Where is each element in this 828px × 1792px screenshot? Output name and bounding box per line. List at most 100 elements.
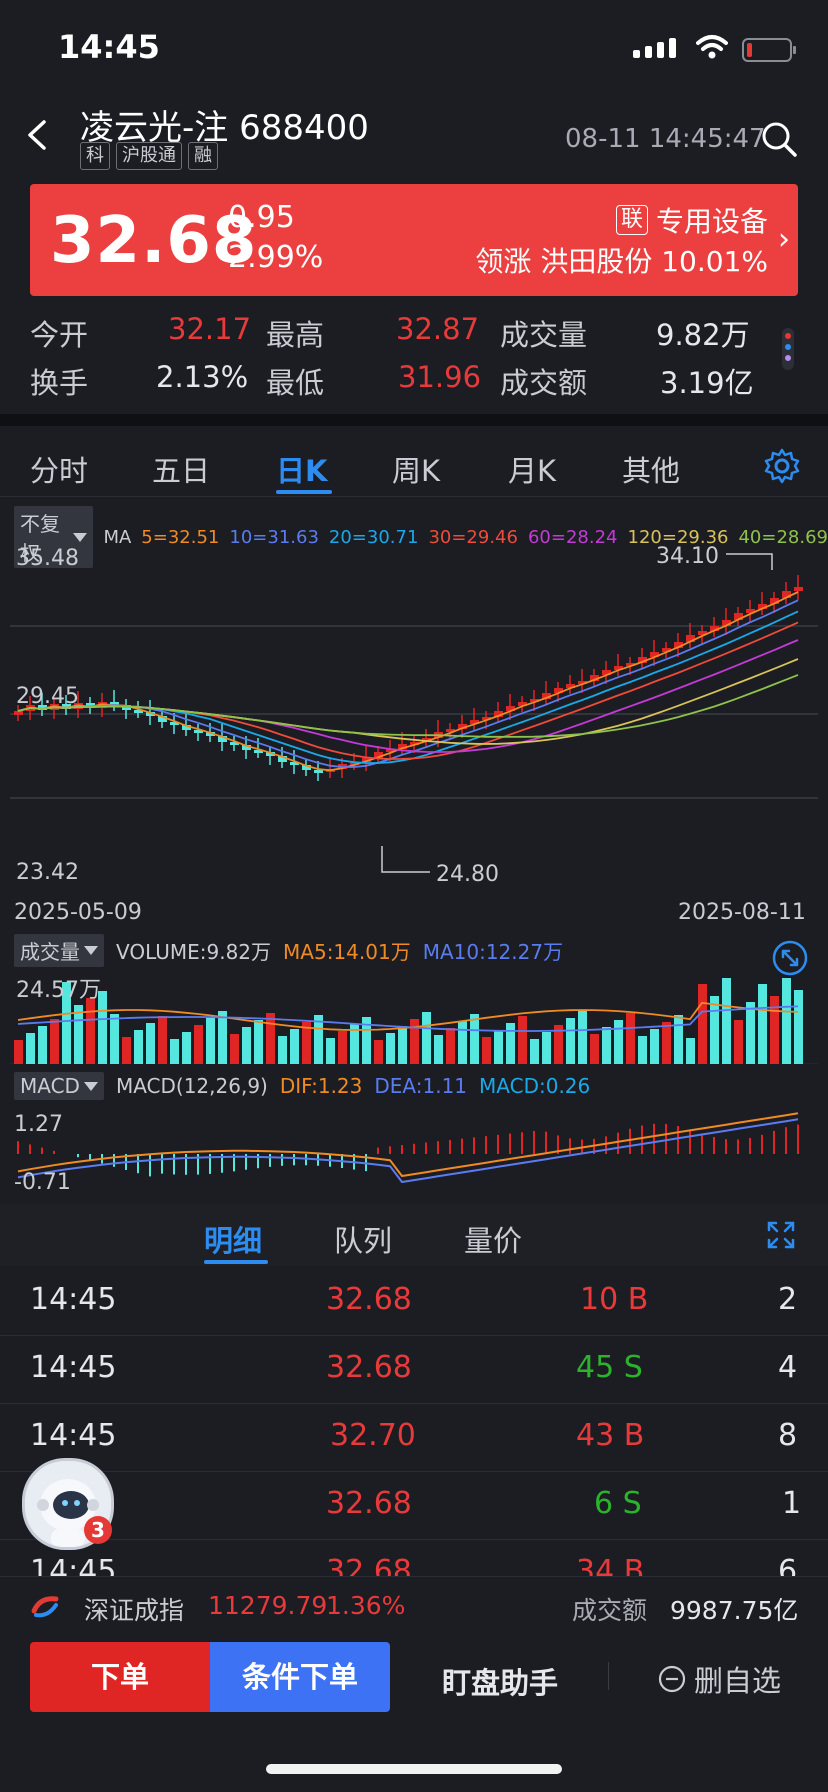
tick-row: 32.68 6 S 1 bbox=[0, 1472, 828, 1540]
watch-assistant-button[interactable]: 盯盘助手 bbox=[442, 1666, 559, 1700]
kline-min-label: 24.80 bbox=[436, 862, 499, 887]
conditional-order-button[interactable]: 条件下单 bbox=[210, 1642, 390, 1712]
tick-time: 14:45 bbox=[30, 1282, 117, 1317]
tab-weekly-k[interactable]: 周K bbox=[392, 454, 441, 488]
candle bbox=[398, 744, 407, 749]
candle bbox=[386, 749, 395, 752]
tick-count: 1 bbox=[782, 1486, 802, 1521]
moving-average-line bbox=[17, 591, 799, 772]
volume-bar bbox=[794, 990, 803, 1064]
candle bbox=[422, 738, 431, 742]
candle bbox=[182, 725, 191, 730]
tab-five-day[interactable]: 五日 bbox=[152, 454, 211, 488]
ma120-value: 120=29.36 bbox=[627, 526, 729, 548]
tab-monthly-k[interactable]: 月K bbox=[508, 454, 557, 488]
candle bbox=[554, 688, 563, 693]
leader-name: 洪田股份 bbox=[540, 245, 653, 278]
volume-bar bbox=[650, 1029, 659, 1064]
caret-down-icon bbox=[73, 532, 88, 542]
stock-title: 凌云光-注 688400 bbox=[80, 100, 369, 149]
candle bbox=[482, 717, 491, 720]
volume-bar bbox=[182, 1032, 191, 1064]
candle bbox=[38, 705, 47, 710]
sector-link[interactable]: 联 专用设备 bbox=[615, 200, 768, 240]
more-dots-icon[interactable] bbox=[782, 328, 794, 370]
volume-badge-label: 成交量 bbox=[20, 940, 80, 964]
tab-volume-price[interactable]: 量价 bbox=[464, 1224, 523, 1258]
macd-legend: MACD MACD(12,26,9) DIF:1.23 DEA:1.11 MAC… bbox=[14, 1072, 590, 1100]
candle bbox=[506, 706, 515, 711]
tab-detail[interactable]: 明细 bbox=[204, 1224, 263, 1258]
candle bbox=[410, 742, 419, 745]
macd-indicator-dropdown[interactable]: MACD bbox=[14, 1072, 104, 1100]
candle bbox=[470, 720, 479, 724]
candle bbox=[290, 762, 299, 765]
candle bbox=[314, 770, 323, 773]
macd-y-bottom: -0.71 bbox=[14, 1170, 71, 1195]
volume-bar bbox=[506, 1023, 515, 1064]
tab-other[interactable]: 其他 bbox=[622, 454, 681, 488]
macd-y-top: 1.27 bbox=[14, 1112, 63, 1137]
index-value: 11279.79 bbox=[208, 1591, 328, 1620]
volume-bar bbox=[338, 1031, 347, 1064]
macd-value: MACD:0.26 bbox=[479, 1074, 591, 1098]
ma-legend: 不复权 MA 5=32.51 10=31.63 20=30.71 30=29.4… bbox=[14, 506, 828, 568]
open-label: 今开 bbox=[30, 318, 89, 352]
candle bbox=[722, 620, 731, 626]
volume-bar bbox=[326, 1038, 335, 1064]
candle bbox=[518, 702, 527, 706]
candle bbox=[758, 604, 767, 609]
volume-bar bbox=[194, 1025, 203, 1064]
volume-bar bbox=[614, 1020, 623, 1064]
volume-bar bbox=[698, 984, 707, 1064]
tick-time: 14:45 bbox=[30, 1350, 117, 1385]
tag-margin: 融 bbox=[188, 142, 218, 170]
order-button[interactable]: 下单 bbox=[30, 1642, 210, 1712]
volume-bar bbox=[206, 1018, 215, 1064]
active-tab-indicator bbox=[276, 490, 332, 494]
min-marker-line bbox=[381, 846, 430, 873]
volume-value: 9.82万 bbox=[656, 318, 750, 352]
index-ticker[interactable]: 深证成指 11279.79 1.36% 成交额 9987.75亿 bbox=[0, 1576, 828, 1637]
open-value: 32.17 bbox=[168, 312, 252, 346]
tab-queue[interactable]: 队列 bbox=[334, 1224, 393, 1258]
volume-bar bbox=[590, 1034, 599, 1064]
tab-daily-k[interactable]: 日K bbox=[276, 454, 328, 488]
adjust-dropdown[interactable]: 不复权 bbox=[14, 506, 94, 568]
settings-gear-icon[interactable] bbox=[764, 448, 800, 484]
candle bbox=[62, 704, 71, 709]
macd-params: MACD(12,26,9) bbox=[115, 1074, 268, 1098]
kline-y-mid: 29.45 bbox=[16, 684, 79, 709]
volume-bar bbox=[422, 1012, 431, 1064]
tick-row: 14:45 32.68 10 B 2 bbox=[0, 1268, 828, 1336]
candlestick-chart[interactable] bbox=[10, 536, 818, 886]
search-icon[interactable] bbox=[760, 120, 798, 158]
tab-intraday[interactable]: 分时 bbox=[30, 454, 89, 488]
candle bbox=[170, 722, 179, 725]
expand-chart-icon[interactable] bbox=[772, 940, 808, 976]
volume-bar bbox=[686, 1038, 695, 1064]
remove-watchlist-button[interactable]: 删自选 bbox=[658, 1658, 781, 1700]
volume-bar bbox=[146, 1023, 155, 1064]
ma10-value: 10=31.63 bbox=[229, 526, 319, 548]
candle bbox=[794, 587, 803, 591]
tick-count: 4 bbox=[778, 1350, 798, 1385]
volume-bar bbox=[458, 1021, 467, 1064]
assistant-avatar[interactable] bbox=[22, 1458, 114, 1550]
candle bbox=[206, 732, 215, 736]
tick-volume: 45 S bbox=[576, 1350, 643, 1385]
volume-indicator-dropdown[interactable]: 成交量 bbox=[14, 934, 104, 967]
fullscreen-icon[interactable] bbox=[766, 1220, 796, 1250]
leader-pct: 10.01% bbox=[661, 245, 768, 278]
volume-bar bbox=[386, 1033, 395, 1064]
max-marker-line bbox=[726, 553, 773, 570]
tick-count: 2 bbox=[778, 1282, 798, 1317]
price-banner[interactable]: 32.68 0.95 2.99% 联 专用设备 领涨 洪田股份 10.01% › bbox=[30, 184, 798, 296]
tick-volume: 10 B bbox=[580, 1282, 649, 1317]
back-icon[interactable] bbox=[24, 120, 54, 150]
candle bbox=[782, 591, 791, 598]
volume-bar bbox=[290, 1029, 299, 1064]
candle bbox=[14, 711, 23, 715]
macd-badge-label: MACD bbox=[20, 1074, 80, 1098]
candle bbox=[602, 670, 611, 675]
